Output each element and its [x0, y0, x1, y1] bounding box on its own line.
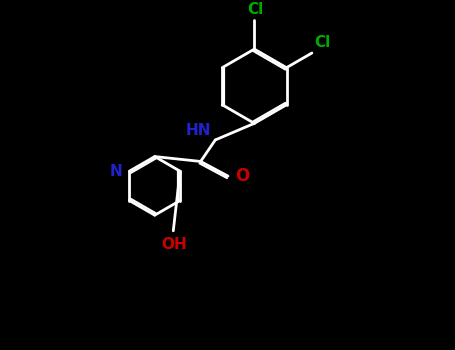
Text: O: O — [235, 167, 249, 185]
Text: HN: HN — [186, 123, 212, 138]
Text: Cl: Cl — [314, 35, 330, 50]
Text: Cl: Cl — [247, 2, 263, 17]
Text: N: N — [110, 164, 122, 179]
Text: OH: OH — [162, 237, 187, 252]
